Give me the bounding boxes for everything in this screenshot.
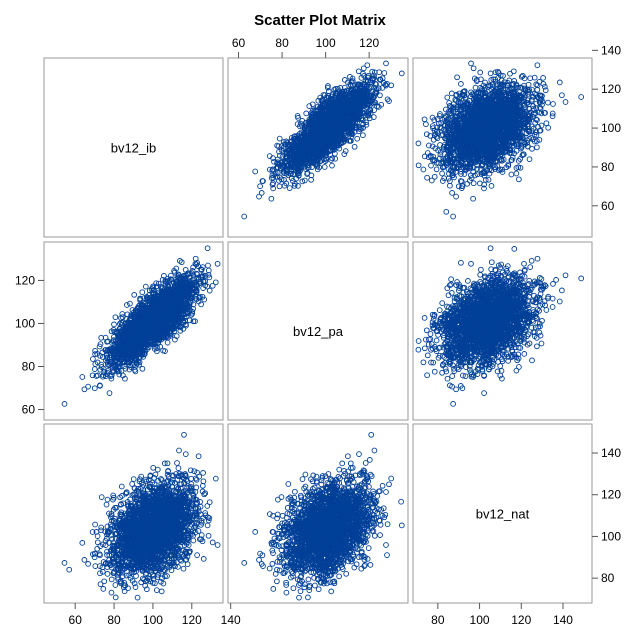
data-point <box>341 151 348 157</box>
data-point <box>342 148 349 154</box>
tick-label-left: 60 <box>22 403 36 417</box>
tick-label-right: 100 <box>601 529 621 543</box>
data-point <box>356 128 362 135</box>
tick-label-right: 140 <box>601 446 621 460</box>
cell-frame-2-2 <box>412 423 593 604</box>
tick-label-bottom: 100 <box>470 613 490 627</box>
variable-label-bv12_pa: bv12_pa <box>293 324 344 339</box>
tick-label-bottom: 80 <box>107 613 121 627</box>
data-point <box>364 62 371 69</box>
data-point <box>351 143 358 150</box>
tick-label-bottom: 140 <box>553 613 573 627</box>
tick-label-bottom: 120 <box>182 613 202 627</box>
tick-label-top: 100 <box>316 36 336 50</box>
variable-label-bv12_ib: bv12_ib <box>111 141 157 156</box>
tick-label-bottom: 80 <box>431 613 445 627</box>
tick-label-right: 100 <box>601 121 621 135</box>
tick-label-bottom: 120 <box>511 613 531 627</box>
tick-label-right: 120 <box>601 82 621 96</box>
scatter-panel-bv12_ib-vs-bv12_pa <box>241 60 405 220</box>
tick-label-top: 80 <box>275 36 289 50</box>
variable-label-bv12_nat: bv12_nat <box>476 507 530 522</box>
cell-frame-1-1 <box>227 241 409 421</box>
tick-label-right: 60 <box>601 199 615 213</box>
tick-label-bottom: 100 <box>143 613 163 627</box>
tick-label-bottom: 60 <box>69 613 83 627</box>
tick-label-top: 120 <box>359 36 379 50</box>
tick-label-right: 140 <box>601 43 621 57</box>
tick-label-left: 80 <box>22 360 36 374</box>
tick-label-right: 80 <box>601 160 615 174</box>
data-point <box>291 183 298 189</box>
cell-frame-0-0 <box>43 57 224 238</box>
tick-label-left: 120 <box>15 273 35 287</box>
data-point <box>383 60 389 67</box>
data-point <box>277 174 283 181</box>
tick-label-right: 120 <box>601 488 621 502</box>
chart-title: Scatter Plot Matrix <box>254 12 386 29</box>
tick-label-top: 60 <box>232 36 246 50</box>
tick-label-left: 100 <box>15 316 35 330</box>
tick-label-bottom: 140 <box>221 613 241 627</box>
tick-label-right: 80 <box>601 571 615 585</box>
